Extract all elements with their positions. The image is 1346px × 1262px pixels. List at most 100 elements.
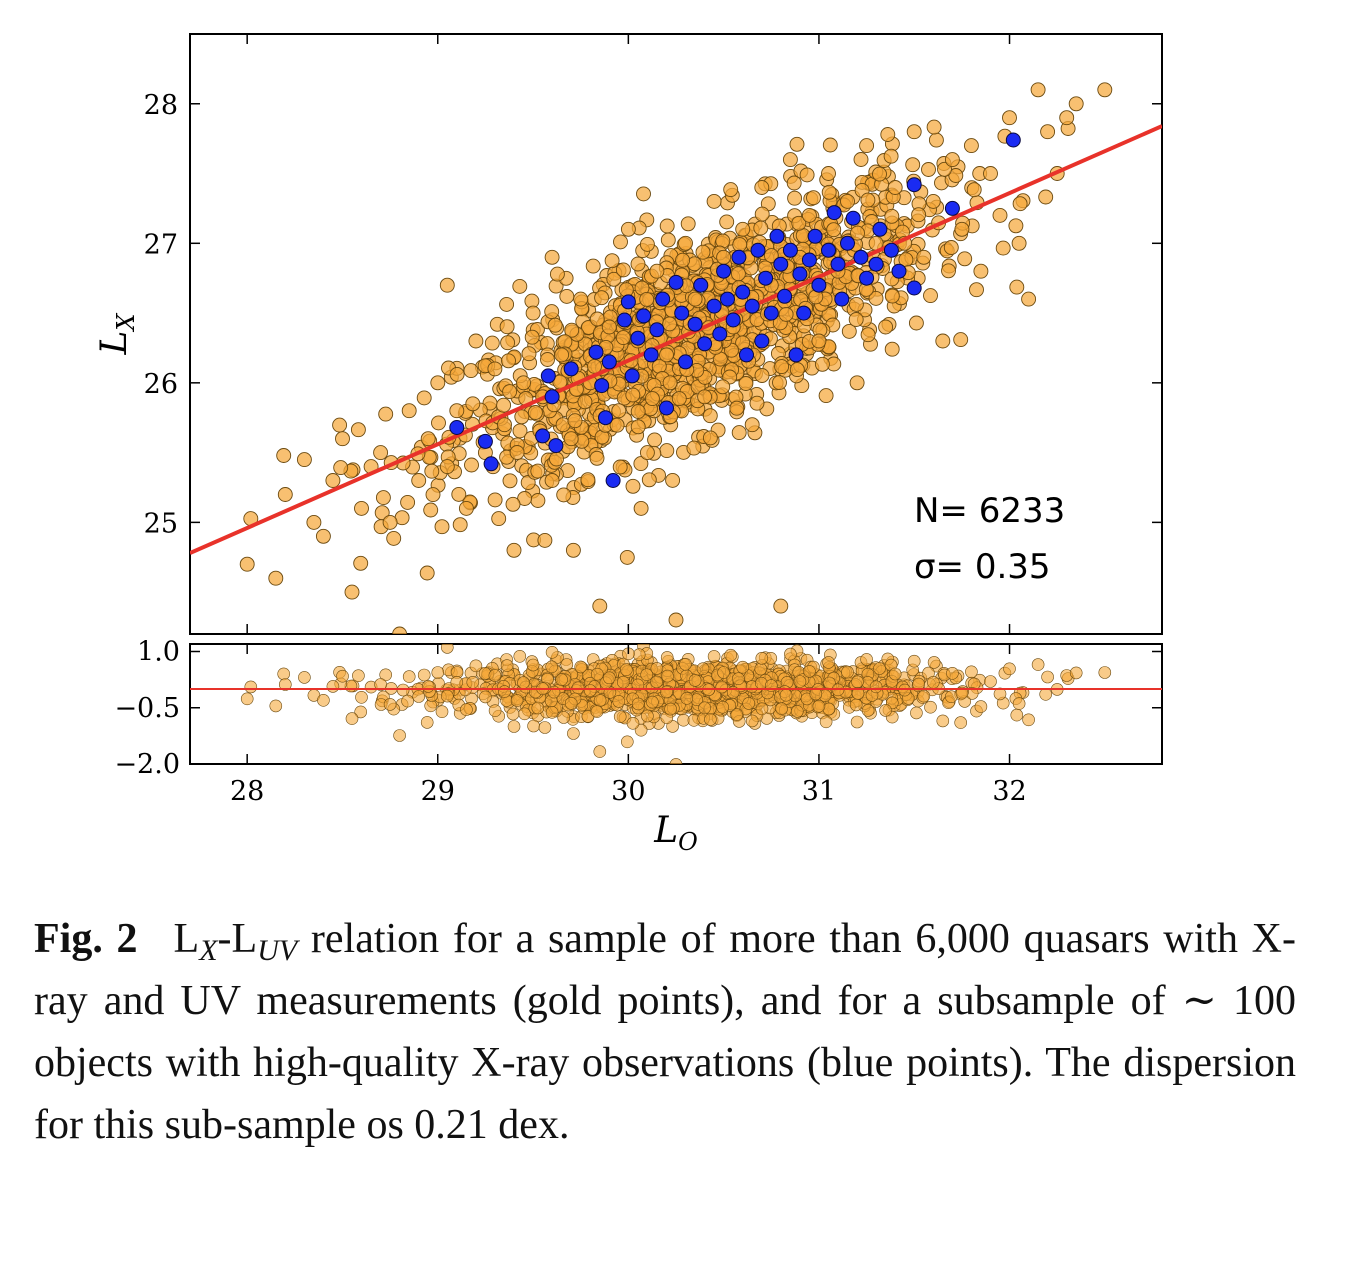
residual-point [1010, 708, 1024, 722]
gold-point [411, 473, 427, 488]
residual-point [557, 711, 571, 724]
blue-point [853, 249, 869, 265]
blue-point [744, 298, 760, 314]
gold-point [814, 356, 830, 372]
gold-point [730, 266, 746, 282]
gold-point [778, 306, 794, 322]
residual-point [1098, 666, 1112, 679]
residual-point [907, 654, 921, 668]
gold-point [619, 549, 635, 565]
residual-point [632, 648, 646, 662]
residual-point [954, 716, 968, 729]
gold-point [848, 296, 864, 312]
annotation-sigma: σ= 0.35 [914, 547, 1051, 587]
residual-point [775, 702, 788, 716]
gold-point [630, 419, 646, 435]
gold-point [449, 403, 465, 419]
gold-point [592, 598, 608, 614]
gold-point [662, 316, 678, 332]
blue-point [588, 344, 604, 360]
residual-point [326, 680, 340, 693]
residual-point [888, 667, 902, 681]
gold-point [458, 500, 474, 516]
residual-point [717, 666, 730, 679]
gold-point [878, 319, 894, 335]
x-tick-label: 29 [421, 776, 455, 807]
residual-point [879, 704, 892, 717]
caption-luv: -LUV [217, 916, 298, 967]
gold-point [686, 440, 702, 456]
gold-point [353, 555, 369, 571]
residual-point [527, 719, 540, 733]
residual-point [660, 651, 674, 664]
residual-point [704, 713, 717, 726]
gold-point [420, 431, 436, 447]
gold-point [963, 138, 979, 154]
gold-point [969, 282, 984, 298]
blue-point [449, 420, 465, 435]
residual-point [849, 698, 863, 712]
gold-point [544, 304, 560, 320]
blue-point [548, 438, 564, 454]
gold-point [641, 472, 657, 488]
residual-point [955, 686, 969, 700]
gold-point [821, 184, 837, 200]
gold-point [516, 375, 531, 391]
gold-point [344, 584, 360, 600]
residual-point [716, 700, 730, 714]
gold-point [333, 460, 349, 476]
gold-point [884, 341, 900, 357]
residual-point [431, 666, 445, 679]
y-axis-title: LX [94, 313, 140, 356]
gold-point [559, 288, 575, 304]
blue-point [1005, 132, 1021, 148]
gold-point [615, 330, 631, 346]
residual-point [698, 701, 711, 715]
residual-point [278, 678, 292, 691]
residual-point [506, 707, 520, 721]
residual-point [993, 687, 1007, 701]
gold-point [423, 502, 439, 518]
gold-point [487, 492, 503, 508]
gold-point [506, 542, 522, 558]
gold-point [716, 249, 732, 265]
gold-point [799, 167, 815, 183]
gold-point [468, 333, 484, 349]
residual-point [583, 684, 597, 697]
residual-point [754, 662, 768, 676]
gold-point [995, 240, 1011, 256]
y-tick-label: 25 [144, 508, 178, 539]
residual-point [755, 651, 769, 665]
gold-point [505, 496, 521, 512]
x-tick-label: 31 [802, 776, 836, 807]
gold-point [675, 252, 691, 268]
residual-point [974, 700, 988, 713]
gold-point [926, 119, 942, 135]
residual-point [869, 680, 883, 694]
gold-point [439, 277, 455, 293]
residual-point [812, 699, 826, 713]
residual-point [660, 685, 673, 699]
residual-point [269, 699, 283, 713]
gold-point [1008, 218, 1024, 234]
fit-line [190, 124, 1162, 555]
gold-point [660, 232, 676, 248]
residual-point [571, 681, 585, 695]
gold-point [577, 394, 593, 410]
residual-point [707, 650, 721, 663]
gold-point [639, 236, 655, 252]
gold-point [609, 417, 625, 433]
residual-point [631, 678, 645, 692]
gold-point [350, 422, 366, 438]
gold-point [464, 457, 479, 473]
gold-point [563, 431, 579, 447]
residual-point [680, 691, 694, 705]
caption-figure-label: Fig. 2 [34, 916, 138, 962]
residual-point [696, 662, 710, 676]
gold-point [786, 175, 802, 191]
blue-point [821, 242, 836, 258]
blue-point [659, 400, 674, 416]
residual-point [354, 705, 368, 719]
gold-point [883, 148, 899, 164]
residual-point [488, 669, 502, 682]
